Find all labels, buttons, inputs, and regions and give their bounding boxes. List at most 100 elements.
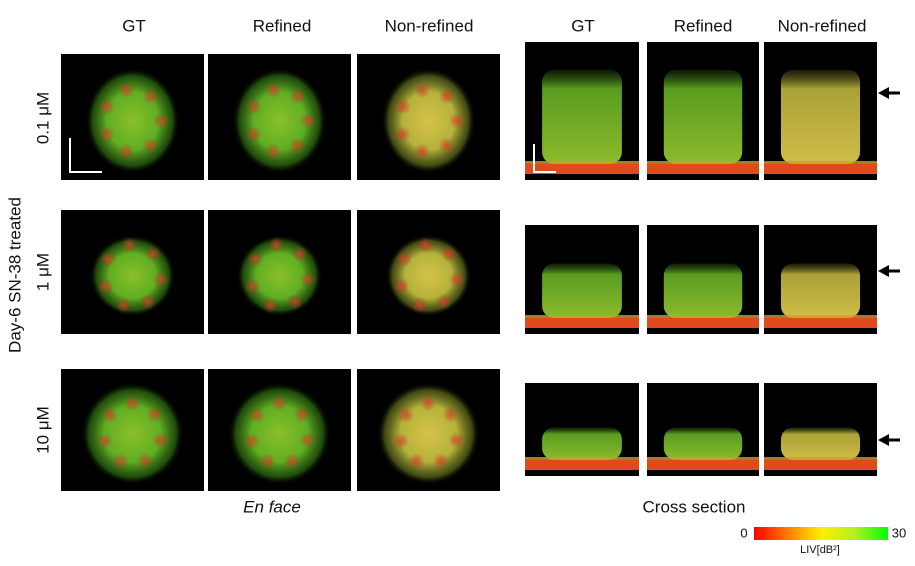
red-spot: [414, 81, 431, 98]
scale-bar: [533, 144, 556, 173]
red-spot: [118, 143, 135, 160]
red-spot: [392, 432, 409, 449]
column-header: Non-refined: [778, 16, 867, 35]
row-label: 10 μM: [33, 406, 52, 454]
red-spot: [433, 453, 450, 470]
substrate: [525, 318, 639, 328]
row-label: 0.1 μM: [33, 92, 52, 144]
red-spot: [417, 236, 434, 253]
colorbar-label: LIV[dB²]: [800, 544, 840, 556]
red-spot: [247, 251, 264, 268]
substrate-top: [525, 161, 639, 164]
red-spot: [152, 271, 169, 288]
red-spot: [289, 137, 306, 154]
substrate: [525, 164, 639, 174]
red-spot: [98, 126, 115, 143]
red-spot: [448, 271, 465, 288]
sample-column: [780, 427, 861, 460]
red-spot: [98, 98, 115, 115]
red-spot: [284, 453, 301, 470]
red-spot: [438, 137, 455, 154]
red-spot: [137, 453, 154, 470]
red-spot: [245, 126, 262, 143]
sample-column: [542, 263, 622, 318]
substrate: [647, 318, 759, 328]
red-spot: [265, 143, 282, 160]
red-spot: [448, 432, 465, 449]
red-spot: [142, 88, 159, 105]
red-spot: [152, 432, 169, 449]
substrate: [764, 460, 877, 470]
sample-column: [780, 263, 861, 318]
red-spot: [97, 278, 114, 295]
red-spot: [442, 406, 459, 423]
substrate: [647, 460, 759, 470]
arrow-head: [878, 265, 889, 277]
caption: En face: [243, 497, 301, 516]
caption: Cross section: [643, 497, 746, 516]
column-header: Non-refined: [385, 16, 474, 35]
red-spot: [289, 88, 306, 105]
red-spot: [435, 293, 452, 310]
red-spot: [259, 453, 276, 470]
column-header: GT: [571, 16, 595, 35]
red-spot: [243, 432, 260, 449]
red-spot: [291, 245, 308, 262]
red-spot: [397, 406, 414, 423]
red-spot: [262, 297, 279, 314]
row-label: 1 μM: [33, 253, 52, 291]
red-spot: [293, 406, 310, 423]
red-spot: [394, 98, 411, 115]
red-spot: [121, 236, 138, 253]
red-spot: [245, 98, 262, 115]
red-spot: [101, 406, 118, 423]
red-spot: [299, 432, 316, 449]
red-spot: [440, 245, 457, 262]
red-spot: [115, 297, 132, 314]
image-panels: [61, 42, 900, 491]
colorbar-max: 30: [892, 525, 906, 540]
red-spot: [248, 406, 265, 423]
red-spot: [268, 236, 285, 253]
red-spot: [414, 143, 431, 160]
sample-column: [542, 427, 622, 460]
red-spot: [394, 126, 411, 143]
red-spot: [299, 271, 316, 288]
red-spot: [112, 453, 129, 470]
red-spot: [139, 293, 156, 310]
red-spot: [420, 395, 437, 412]
substrate-top: [525, 457, 639, 460]
scale-bar: [69, 138, 102, 173]
red-spot: [96, 432, 113, 449]
substrate-top: [764, 315, 877, 318]
substrate: [647, 164, 759, 174]
red-spot: [396, 251, 413, 268]
substrate-top: [647, 315, 759, 318]
red-spot: [393, 278, 410, 295]
arrow-head: [878, 87, 889, 99]
sample-column: [663, 427, 743, 460]
red-spot: [408, 453, 425, 470]
red-spot: [144, 245, 161, 262]
arrow-head: [878, 434, 889, 446]
substrate-top: [647, 161, 759, 164]
red-spot: [142, 137, 159, 154]
red-spot: [300, 112, 317, 129]
sample-column: [780, 69, 861, 164]
substrate-top: [764, 161, 877, 164]
red-spot: [244, 278, 261, 295]
substrate-top: [764, 457, 877, 460]
substrate: [764, 164, 877, 174]
red-spot: [271, 395, 288, 412]
red-spot: [411, 297, 428, 314]
side-label: Day-6 SN-38 treated: [5, 197, 24, 353]
sample-column: [542, 69, 622, 164]
column-header: Refined: [253, 16, 312, 35]
red-spot: [286, 293, 303, 310]
column-header: Refined: [674, 16, 733, 35]
red-spot: [118, 81, 135, 98]
colorbar-min: 0: [740, 525, 747, 540]
red-spot: [100, 251, 117, 268]
red-spot: [146, 406, 163, 423]
